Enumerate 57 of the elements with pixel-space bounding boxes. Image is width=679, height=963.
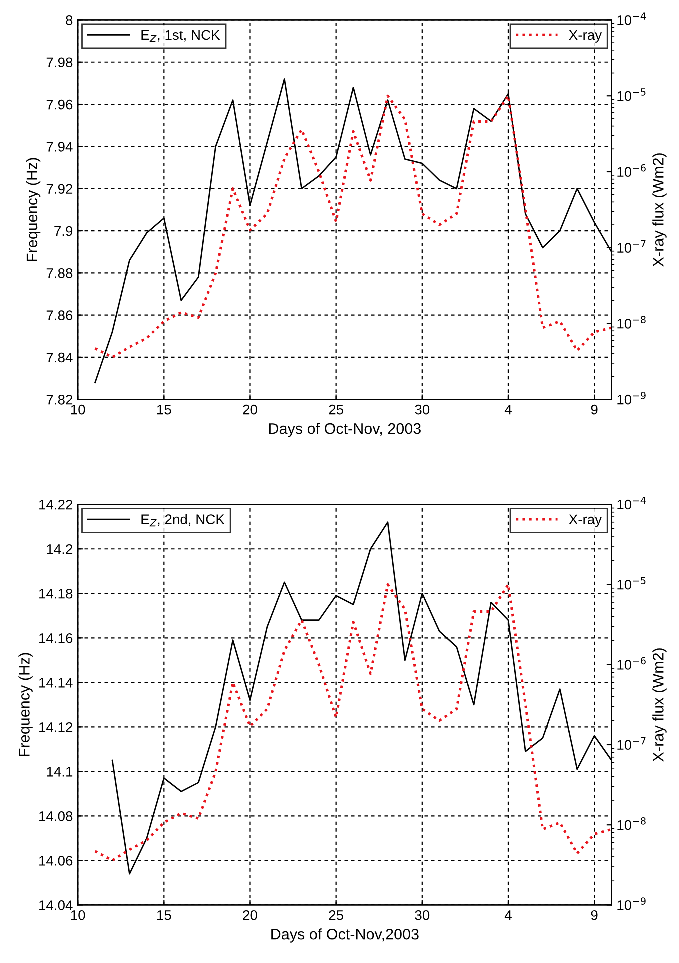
y-tick-label: 14.22	[40, 500, 73, 510]
y-axis-title: Frequency (Hz)	[26, 158, 41, 262]
y-tick-label: 14.08	[40, 812, 73, 822]
y-tick-label: 14.12	[40, 722, 73, 732]
y2-tick-label: 10$^{−4}$	[618, 12, 646, 26]
legend-label: E$_{Z}$, 2nd, NCK	[142, 514, 225, 527]
y-axis-title: Frequency (Hz)	[18, 653, 33, 756]
x-tick-label: 4	[504, 910, 512, 920]
y-tick-label: 8	[66, 16, 73, 26]
y2-tick-label: 10$^{−7}$	[618, 738, 646, 750]
y-tick-label: 7.82	[46, 394, 73, 405]
y-tick-label: 14.04	[40, 900, 73, 910]
y-tick-label: 14.2	[47, 544, 73, 554]
legend-label: X-ray	[569, 514, 602, 528]
x-tick-label: 10	[71, 404, 86, 415]
y2-tick-label: 10$^{−6}$	[618, 164, 646, 178]
legend-label: E$_{Z}$, 1st, NCK	[142, 30, 220, 42]
y-tick-label: 7.92	[46, 184, 73, 194]
y2-tick-label: 10$^{−6}$	[618, 657, 646, 670]
legend-label: X-ray	[569, 30, 602, 43]
x-tick-label: 9	[591, 910, 598, 920]
y2-tick-label: 10$^{−4}$	[618, 497, 646, 510]
x-tick-label: 9	[591, 404, 598, 415]
y2-axis-title: X-ray flux (Wm2)	[652, 154, 667, 267]
y2-tick-label: 10$^{−7}$	[618, 240, 646, 253]
x-tick-label: 4	[504, 405, 512, 415]
y2-tick-label: 10$^{−9}$	[618, 392, 646, 405]
x-tick-label: 30	[415, 404, 430, 415]
y-tick-label: 7.86	[46, 310, 73, 320]
y-tick-label: 14.06	[40, 856, 73, 866]
y2-tick-label: 10$^{−5}$	[618, 88, 646, 102]
y-tick-label: 7.84	[46, 352, 73, 363]
y2-tick-label: 10$^{−8}$	[618, 316, 646, 329]
y-tick-label: 14.16	[40, 633, 73, 644]
x-tick-label: 30	[415, 910, 430, 920]
y2-tick-label: 10$^{−9}$	[618, 898, 646, 910]
y-tick-label: 7.98	[46, 58, 73, 68]
x-tick-label: 25	[329, 910, 344, 920]
y-tick-label: 7.94	[46, 142, 73, 152]
y-tick-label: 7.96	[46, 100, 73, 110]
y-tick-label: 14.1	[47, 767, 73, 777]
x-tick-label: 15	[158, 405, 172, 415]
line-series	[94, 583, 612, 862]
y2-tick-label: 10$^{−8}$	[618, 817, 646, 830]
x-tick-label: 20	[243, 910, 258, 920]
y2-axis-title: X-ray flux (Wm2)	[652, 648, 667, 762]
x-tick-label: 25	[329, 404, 344, 415]
x-axis-title: Days of Oct-Nov, 2003	[269, 423, 421, 438]
x-axis-title: Days of Oct-Nov,2003	[272, 928, 419, 943]
x-tick-label: 15	[158, 910, 172, 920]
y-tick-label: 14.18	[40, 588, 73, 599]
y2-tick-label: 10$^{−5}$	[618, 577, 646, 590]
y-tick-label: 7.9	[54, 226, 73, 236]
x-tick-label: 10	[71, 910, 86, 920]
y-tick-label: 14.14	[40, 678, 73, 688]
y-tick-label: 7.88	[46, 268, 73, 278]
x-tick-label: 20	[243, 404, 258, 415]
